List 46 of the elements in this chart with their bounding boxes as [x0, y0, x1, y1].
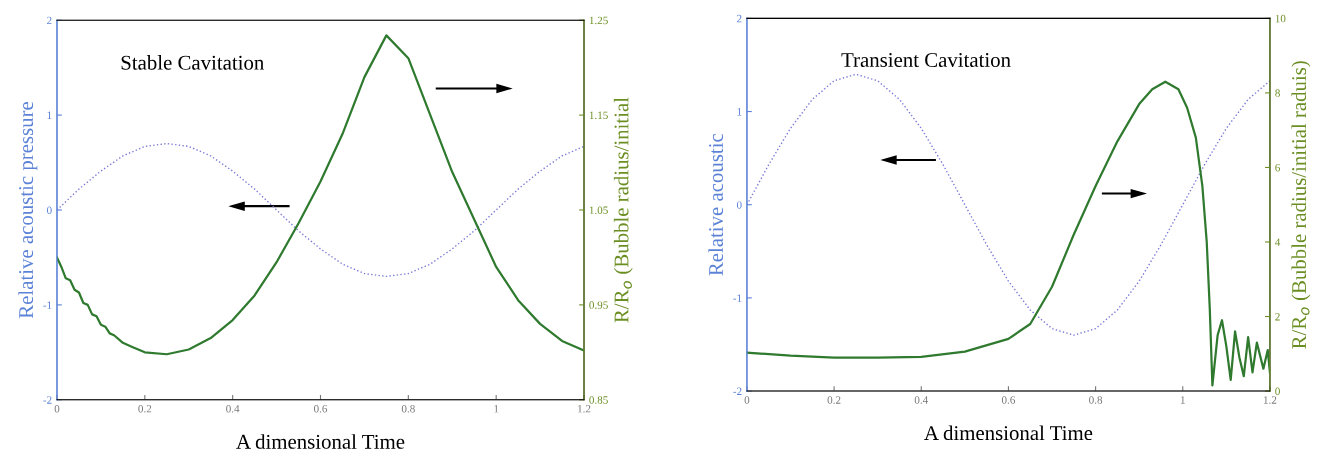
y-tick-label: 1 [737, 108, 742, 116]
x-tick-label: 1 [494, 405, 499, 413]
y-tick-label: 0 [47, 206, 52, 214]
y2-axis-title: R/R$_{o}$ (Bubble radius/initial raduis) [1291, 61, 1311, 349]
y2-tick-label: 0.95 [589, 301, 608, 309]
y-tick-label: -2 [43, 396, 52, 404]
y2-tick-label: 10 [1275, 14, 1286, 23]
x-tick-label: 0 [744, 396, 750, 404]
x-tick-label: 0 [54, 404, 60, 413]
y2-tick-label: 0 [1275, 387, 1280, 396]
y2-tick-label: 2 [1275, 313, 1280, 321]
text: Stable Cavitation [121, 55, 264, 70]
x-axis-title: A dimensional Time [236, 434, 405, 449]
y-tick-label: -2 [733, 387, 742, 395]
x-tick-label: 0.8 [1089, 396, 1103, 404]
x-tick-label: 1.2 [1263, 396, 1277, 404]
x-tick-label: 0.6 [313, 404, 328, 413]
y-tick-label: -1 [733, 294, 742, 302]
y-axis-title: Relative acoustic [708, 133, 724, 276]
y-axis-title: Relative acoustic pressure [18, 101, 38, 319]
x-tick-label: 0.2 [138, 404, 152, 413]
y-tick-label: 2 [47, 16, 52, 25]
y2-axis-title: R/R$_{o}$ (Bubble radius/initial [613, 97, 633, 323]
y-tick-label: -1 [43, 301, 52, 309]
y2-tick-label: 8 [1275, 89, 1280, 97]
y-tick-label: 1 [47, 111, 52, 119]
x-tick-label: 0.4 [226, 404, 240, 413]
y2-tick-label: 1.25 [589, 16, 608, 25]
x-tick-label: 1.2 [578, 405, 591, 413]
x-axis-title: A dimensional Time [924, 425, 1093, 441]
y-tick-label: 0 [736, 201, 742, 209]
line-series [746, 73, 1270, 336]
y2-tick-label: 1.05 [589, 206, 608, 215]
y2-tick-label: 6 [1275, 163, 1281, 172]
x-tick-label: 0.4 [914, 396, 929, 404]
y2-tick-label: 4 [1275, 238, 1281, 246]
text: Transient Cavitation [841, 53, 1011, 68]
line-series [746, 80, 1270, 387]
line-series [56, 34, 584, 356]
x-tick-label: 0.8 [401, 404, 415, 413]
y-tick-label: 2 [737, 14, 742, 23]
y2-tick-label: 0.85 [589, 396, 608, 404]
x-tick-label: 1 [1180, 396, 1185, 404]
x-tick-label: 0.2 [827, 396, 841, 404]
y2-tick-label: 1.15 [589, 111, 608, 120]
x-tick-label: 0.6 [1001, 396, 1016, 404]
